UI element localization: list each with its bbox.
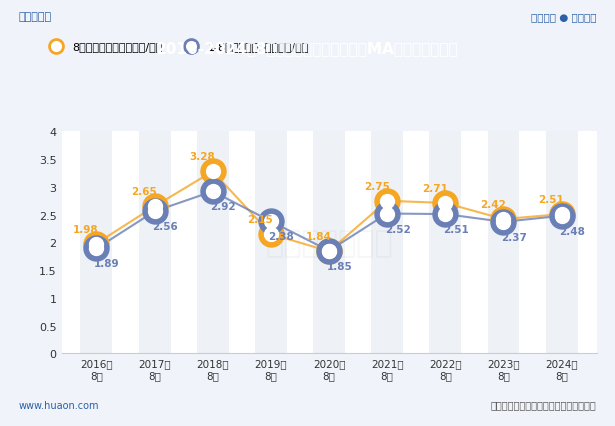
- Bar: [429, 132, 461, 354]
- Text: 2.48: 2.48: [559, 226, 585, 236]
- Bar: [138, 132, 170, 354]
- Text: 2.15: 2.15: [247, 215, 273, 225]
- Text: 2.42: 2.42: [480, 200, 506, 210]
- Text: 2.52: 2.52: [385, 224, 411, 234]
- Bar: [546, 132, 577, 354]
- Bar: [313, 132, 345, 354]
- Text: 1.98: 1.98: [73, 224, 99, 234]
- Text: 2.65: 2.65: [131, 187, 157, 197]
- Text: 1.84: 1.84: [306, 232, 331, 242]
- Bar: [255, 132, 287, 354]
- Bar: [197, 132, 229, 354]
- Text: 专业严谨 ● 客观科学: 专业严谨 ● 客观科学: [531, 12, 597, 22]
- Text: 2016-2024年8月郑州商品交易所甲醇（MA）期货成交均价: 2016-2024年8月郑州商品交易所甲醇（MA）期货成交均价: [156, 41, 459, 57]
- Text: 2.92: 2.92: [210, 202, 236, 212]
- Text: 华经情报网: 华经情报网: [18, 12, 52, 22]
- Text: 2.71: 2.71: [422, 184, 448, 193]
- Text: 2.38: 2.38: [269, 232, 294, 242]
- Bar: [371, 132, 403, 354]
- Text: 资料来源：证监局；华经产业研究院整理: 资料来源：证监局；华经产业研究院整理: [491, 400, 597, 410]
- Text: 2.37: 2.37: [501, 232, 527, 242]
- Text: 1.89: 1.89: [94, 259, 120, 269]
- Text: 华经产业研究院: 华经产业研究院: [265, 228, 393, 257]
- Text: 2.51: 2.51: [538, 195, 564, 204]
- Bar: [81, 132, 113, 354]
- Text: www.huaon.com: www.huaon.com: [18, 400, 99, 410]
- Text: 2.51: 2.51: [443, 225, 469, 235]
- Text: 3.28: 3.28: [189, 152, 215, 162]
- Legend: 8月期货成交均价（万元/手）, 1-8月期货成交均价（万元/手）: 8月期货成交均价（万元/手）, 1-8月期货成交均价（万元/手）: [41, 38, 313, 57]
- Text: 2.56: 2.56: [152, 222, 178, 232]
- Text: 2.75: 2.75: [364, 181, 390, 191]
- Text: 1.85: 1.85: [327, 261, 352, 271]
- Bar: [488, 132, 520, 354]
